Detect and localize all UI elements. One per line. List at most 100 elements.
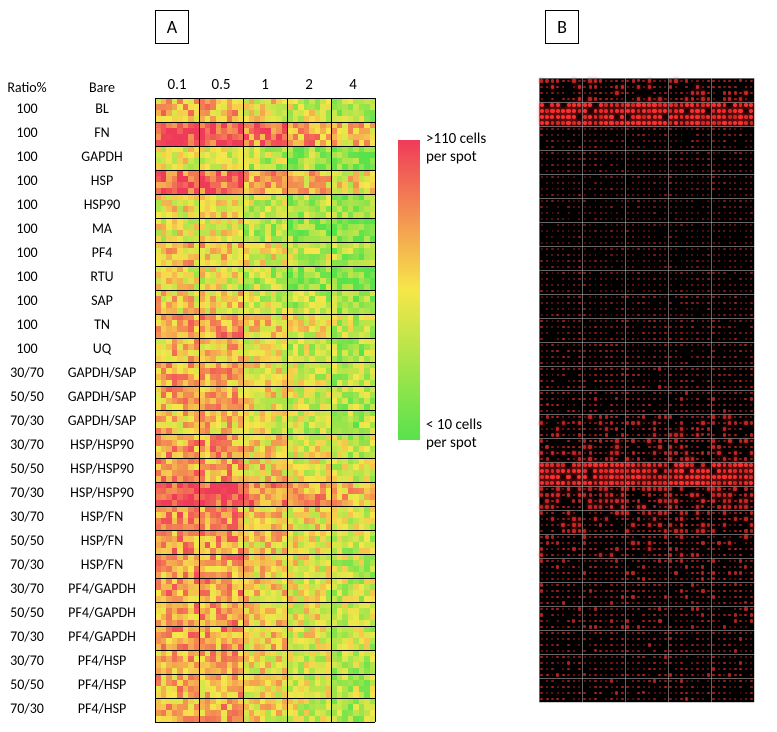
microarray-spot bbox=[723, 86, 725, 88]
row-label-row: 70/30GAPDH/SAP bbox=[0, 408, 150, 432]
microarray-spot bbox=[620, 115, 624, 119]
microarray-spot bbox=[690, 103, 694, 107]
microarray-spot bbox=[546, 134, 548, 136]
microarray-spot bbox=[546, 182, 548, 184]
microarray-spot bbox=[697, 170, 699, 172]
heatmap-gridline bbox=[155, 626, 375, 627]
microarray-spot bbox=[750, 140, 752, 142]
microarray-spot bbox=[583, 164, 586, 167]
microarray-spot bbox=[573, 188, 575, 190]
microarray-spot bbox=[578, 85, 581, 88]
microarray-spot bbox=[701, 121, 705, 125]
microarray-spot bbox=[556, 115, 560, 119]
microarray-spot bbox=[638, 170, 640, 172]
microarray-spot bbox=[659, 80, 661, 82]
microarray-spot bbox=[749, 109, 753, 113]
row-bare: GAPDH bbox=[54, 148, 150, 165]
microarray-spot bbox=[695, 109, 699, 113]
microarray-spot bbox=[686, 92, 688, 94]
heatmap-gridline bbox=[155, 458, 375, 459]
microarray-spot bbox=[670, 146, 672, 148]
microarray-spot bbox=[557, 158, 559, 160]
row-ratio: 100 bbox=[0, 316, 54, 333]
microarray-panel-b bbox=[539, 78, 754, 702]
microarray-spot bbox=[717, 109, 721, 113]
microarray-spot bbox=[659, 176, 661, 178]
heatmap-gridline bbox=[155, 362, 375, 363]
microarray-spot bbox=[648, 164, 650, 166]
microarray-spot bbox=[686, 146, 688, 148]
microarray-spot bbox=[744, 115, 748, 119]
microarray-spot bbox=[750, 86, 752, 88]
microarray-spot bbox=[594, 121, 598, 125]
microarray-spot bbox=[545, 79, 548, 82]
microarray-spot bbox=[583, 86, 586, 89]
microarray-spot bbox=[750, 80, 753, 83]
panel-label-b: B bbox=[545, 10, 579, 44]
row-bare: HSP/HSP90 bbox=[54, 460, 150, 477]
microarray-spot bbox=[686, 176, 688, 178]
microarray-spot bbox=[572, 109, 576, 113]
microarray-spot bbox=[546, 170, 548, 172]
microarray-spot bbox=[681, 128, 683, 130]
microarray-spot bbox=[723, 146, 725, 148]
microarray-spot bbox=[567, 152, 569, 154]
microarray-spot bbox=[733, 109, 737, 113]
microarray-spot bbox=[621, 176, 623, 178]
microarray-spot bbox=[637, 97, 640, 100]
microarray-spot bbox=[557, 152, 559, 154]
microarray-spot bbox=[675, 188, 677, 190]
microarray-spot bbox=[636, 115, 640, 119]
microarray-spot bbox=[562, 194, 564, 196]
microarray-spot bbox=[690, 115, 694, 119]
microarray-spot bbox=[696, 98, 699, 101]
row-bare: BL bbox=[54, 100, 150, 117]
microarray-spot bbox=[722, 109, 726, 113]
microarray-spot bbox=[728, 91, 731, 94]
microarray-spot bbox=[632, 152, 634, 154]
row-label-row: 50/50PF4/GAPDH bbox=[0, 600, 150, 624]
microarray-spot bbox=[578, 188, 580, 190]
microarray-spot bbox=[718, 86, 721, 89]
microarray-spot bbox=[605, 146, 607, 148]
microarray-spot bbox=[627, 152, 629, 154]
microarray-spot bbox=[588, 97, 591, 100]
microarray-spot bbox=[717, 115, 721, 119]
microarray-spot bbox=[675, 164, 677, 166]
microarray-spot bbox=[604, 103, 607, 106]
header-ratio: Ratio% bbox=[0, 79, 54, 96]
microarray-spot bbox=[572, 115, 576, 119]
microarray-spot bbox=[749, 115, 753, 119]
microarray-spot bbox=[616, 164, 618, 166]
microarray-spot bbox=[718, 152, 720, 154]
microarray-spot bbox=[675, 86, 677, 88]
microarray-spot bbox=[627, 158, 629, 160]
microarray-spot bbox=[557, 188, 559, 190]
row-bare: PF4/HSP bbox=[54, 652, 150, 669]
microarray-spot bbox=[680, 182, 682, 184]
microarray-spot bbox=[557, 164, 559, 166]
microarray-spot bbox=[680, 103, 684, 107]
microarray-spot bbox=[733, 115, 737, 119]
microarray-spot bbox=[675, 92, 677, 94]
microarray-spot bbox=[584, 188, 586, 190]
microarray-spot bbox=[681, 140, 683, 142]
row-ratio: 30/70 bbox=[0, 652, 54, 669]
microarray-spot bbox=[685, 103, 689, 107]
microarray-spot bbox=[653, 92, 656, 95]
microarray-spot bbox=[670, 188, 672, 190]
microarray-spot bbox=[599, 121, 603, 125]
microarray-spot bbox=[697, 146, 699, 148]
microarray-spot bbox=[604, 121, 608, 125]
microarray-spot bbox=[584, 140, 586, 142]
microarray-spot bbox=[648, 140, 650, 142]
microarray-spot bbox=[670, 152, 672, 154]
microarray-spot bbox=[654, 194, 656, 196]
microarray-spot bbox=[551, 146, 553, 148]
microarray-spot bbox=[562, 92, 565, 95]
row-bare: HSP/FN bbox=[54, 556, 150, 573]
microarray-spot bbox=[670, 170, 672, 172]
microarray-spot bbox=[675, 98, 678, 101]
microarray-spot bbox=[557, 92, 559, 94]
microarray-spot bbox=[745, 170, 747, 172]
